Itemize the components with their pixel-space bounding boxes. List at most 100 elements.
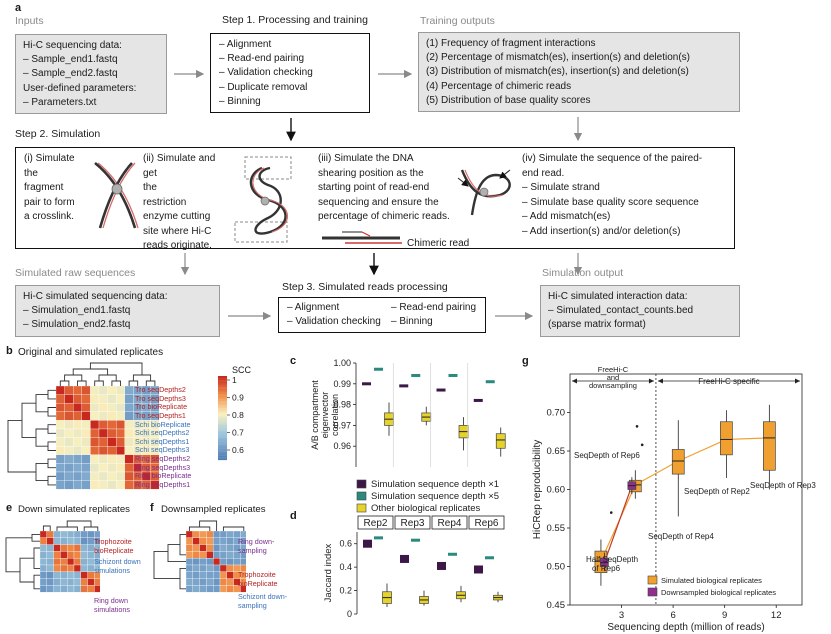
d-category-box (394, 515, 431, 530)
colorbar-step (218, 398, 227, 400)
c-box-bio (421, 406, 432, 426)
g-box-sim (720, 410, 733, 478)
g-ylabel: HiCRep reproducibility (532, 440, 543, 539)
colorbar-step (218, 444, 227, 447)
box-body (495, 433, 506, 449)
panel-e-title: Down simulated replicates (18, 504, 130, 515)
raw-line: – Simulation_end2.fastq (23, 319, 131, 331)
step2-col4-line: – Simulate base quality score sequence (522, 196, 699, 208)
step2-col1: (i) Simulate the fragment pair to form a… (24, 152, 75, 225)
colorbar-step (218, 422, 227, 424)
colorbar-step (218, 423, 227, 426)
colorbar-tick-label: 0.7 (232, 428, 244, 438)
c-ytick-label: 0.99 (333, 379, 351, 389)
c-box-bio (495, 427, 506, 457)
step2-col2-line: reads originate. (143, 240, 212, 251)
raw-line: – Simulation_end1.fastq (23, 305, 131, 317)
colorbar-step (218, 406, 227, 409)
colorbar-step (218, 455, 227, 458)
step2-col4: (iv) Simulate the sequence of the paired… (522, 152, 702, 239)
g-legend-label: Simulated biological replicates (661, 576, 762, 585)
colorbar-step (218, 418, 227, 420)
g-region-left-label: and (607, 373, 620, 382)
g-region-right-label: FreeHi-C specific (698, 377, 759, 386)
g-box-down (627, 477, 637, 495)
g-xtick-label: 12 (771, 610, 782, 621)
heatmap-row-label: Ring seqDepths1 (135, 479, 191, 489)
c-box-sim-x1 (473, 398, 483, 402)
dendrogram (7, 362, 156, 486)
label-schizont: Schizont down-sampling (238, 592, 288, 610)
raw-box: Hi-C simulated sequencing data: – Simula… (15, 285, 220, 337)
colorbar-step (218, 377, 227, 379)
c-box-sim-x5 (448, 373, 458, 377)
c-legend-swatch (356, 479, 367, 489)
colorbar-step (218, 430, 227, 433)
g-trend-down (603, 485, 633, 563)
colorbar-step (218, 405, 227, 407)
label-ring: Ring down simulations (94, 596, 130, 614)
c-box-sim-x1 (436, 388, 446, 392)
g-ytick-label: 0.45 (547, 600, 566, 611)
dendrogram-branch (5, 537, 32, 573)
c-box-sim-x1 (362, 382, 371, 386)
panel-g-letter: g (522, 355, 529, 367)
g-region-arrowhead (572, 378, 577, 384)
dendrogram-branch (199, 520, 218, 531)
colorbar-step (218, 411, 227, 413)
training-outputs-title: Training outputs (420, 15, 495, 27)
raw-title: Simulated raw sequences (15, 267, 136, 279)
step2-col2-line: restriction (143, 196, 187, 208)
step2-col3-line: shearing position as the (318, 167, 424, 179)
g-xtick-label: 6 (670, 610, 675, 621)
d-box-sim-x1 (363, 539, 372, 548)
g-outlier (609, 511, 613, 514)
colorbar-step (218, 425, 227, 427)
step2-box (15, 147, 735, 249)
colorbar-step (218, 384, 227, 386)
dendrogram-branch (222, 526, 245, 531)
c-box-bio (458, 417, 469, 451)
g-legend-label: Downsampled biological replicates (661, 588, 776, 597)
label-ring: Ring down-sampling (238, 537, 275, 555)
dendrogram (153, 520, 245, 590)
colorbar-step (218, 380, 227, 382)
d-category-label: Rep2 (364, 518, 388, 529)
c-legend-label: Other biological replicates (371, 503, 481, 514)
inputs-box: Hi-C sequencing data: – Sample_end1.fast… (15, 34, 167, 114)
colorbar-step (218, 415, 227, 417)
sim-output-line: – Simulated_contact_counts.bed (548, 305, 694, 317)
d-ytick-label: 0.4 (339, 562, 352, 572)
box-body (720, 421, 733, 456)
colorbar-step (218, 453, 227, 455)
d-ylabel: Jaccard index (323, 543, 334, 602)
colorbar-tick-label: 0.6 (232, 445, 244, 455)
dendrogram-branch (19, 557, 34, 583)
step2-col3-line: sequencing and ensure the (318, 196, 439, 208)
heatmap-cell (240, 585, 246, 593)
panel-d-letter: d (290, 510, 297, 522)
heatmap-row-label: Tro seqDepths2 (135, 385, 186, 395)
g-annotation: SeqDepth of Rep3 (750, 481, 816, 490)
training-line: (3) Distribution of mismatch(es), insert… (426, 66, 689, 78)
step3-box: – Alignment – Validation checking – Read… (278, 297, 486, 333)
box-body (671, 449, 685, 475)
heatmap-cell (94, 585, 100, 593)
label-trophozoite: Trophozoite bioReplicate (94, 537, 134, 555)
heatmap-row-label: Ring seqDepths2 (135, 454, 191, 463)
step2-col2-line: site where Hi-C (143, 225, 212, 237)
g-box-down (600, 552, 609, 572)
g-annotation: SeqDepth of Rep6 (574, 451, 640, 460)
step2-col4-line: – Add insertion(s) and/or deletion(s) (522, 225, 681, 237)
step3-line: – Read-end pairing (391, 302, 477, 313)
heatmap-row-label: Ring seqDepths3 (135, 462, 191, 472)
colorbar-step (218, 419, 227, 421)
heatmap-row-label: Ring bioReplicate (135, 471, 192, 481)
inputs-title: Inputs (15, 15, 44, 27)
step3-line: – Alignment (287, 302, 340, 313)
step2-col4-line: (iv) Simulate the sequence of the paired… (522, 153, 703, 164)
chimeric-read-label: Chimeric read (407, 238, 470, 249)
colorbar-step (218, 385, 227, 388)
g-box-sim (762, 404, 776, 490)
colorbar-step (218, 427, 227, 430)
